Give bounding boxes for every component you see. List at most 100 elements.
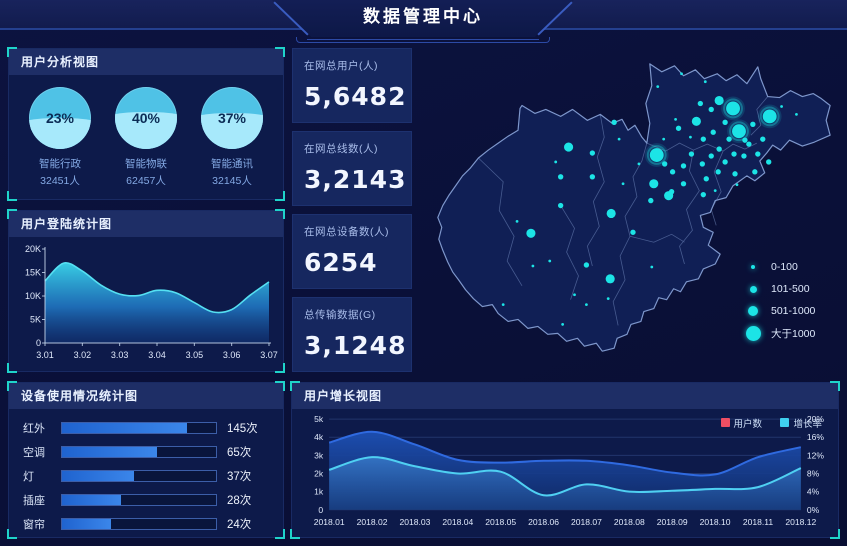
corner-bracket	[290, 529, 300, 539]
usage-bar[interactable]	[61, 494, 217, 506]
svg-text:0%: 0%	[807, 505, 820, 515]
svg-text:8%: 8%	[807, 469, 820, 479]
district-borders	[478, 96, 769, 326]
gauge-count: 32145人	[212, 175, 252, 187]
kpi-label: 在网总设备数(人)	[304, 226, 389, 238]
panel-title: 用户登陆统计图	[9, 211, 283, 237]
gauge-iot: 40% 智能物联 62457人	[106, 87, 186, 188]
gauge-row: 23% 智能行政 32451人 40% 智能物联 62457人 37% 智能通讯	[9, 75, 283, 188]
svg-text:4%: 4%	[807, 487, 820, 497]
svg-text:20K: 20K	[25, 244, 41, 254]
svg-text:12%: 12%	[807, 450, 825, 460]
svg-text:2018.02: 2018.02	[357, 517, 388, 527]
corner-bracket	[275, 363, 285, 373]
svg-text:3k: 3k	[314, 450, 324, 460]
legend-label: 大于1000	[771, 327, 816, 340]
corner-bracket	[275, 529, 285, 539]
kpi-total-users: 在网总用户(人) 5,6482	[292, 48, 412, 123]
liquid-gauge[interactable]: 40%	[115, 87, 177, 149]
legend-growth-rate[interactable]: 增长率	[780, 416, 822, 430]
corner-bracket	[7, 47, 17, 57]
svg-text:5k: 5k	[314, 414, 324, 424]
gauge-percent: 23%	[45, 110, 75, 126]
kpi-total-data: 总传输数据(G) 3,1248	[292, 297, 412, 372]
svg-text:2018.03: 2018.03	[399, 517, 430, 527]
usage-bar-fill	[62, 519, 112, 529]
device-label: 空调	[23, 447, 45, 459]
kpi-value: 6254	[304, 248, 378, 277]
usage-bar[interactable]	[61, 518, 217, 530]
legend-dot-icon	[744, 306, 762, 316]
svg-text:3.02: 3.02	[74, 350, 92, 360]
svg-text:2018.07: 2018.07	[571, 517, 602, 527]
usage-bar[interactable]	[61, 470, 217, 482]
gauge-count: 32451人	[40, 175, 80, 187]
map-legend-item[interactable]: 101-500	[744, 278, 815, 300]
legend-label: 101-500	[771, 283, 810, 295]
liquid-gauge[interactable]: 37%	[201, 87, 263, 149]
usage-bar-fill	[62, 447, 158, 457]
device-row-ac: 空调 65次	[23, 440, 269, 464]
map-legend-item[interactable]: 501-1000	[744, 300, 815, 322]
svg-text:3.05: 3.05	[186, 350, 204, 360]
panel-title: 用户增长视图	[292, 383, 838, 409]
growth-chart-legend: 用户数 增长率	[707, 414, 822, 432]
usage-bar-fill	[62, 423, 187, 433]
corner-bracket	[7, 363, 17, 373]
gauge-count: 62457人	[126, 175, 166, 187]
province-map[interactable]	[416, 44, 844, 376]
device-label: 灯	[23, 471, 34, 483]
svg-text:2018.04: 2018.04	[442, 517, 473, 527]
device-value: 37次	[227, 471, 252, 483]
device-usage-bars: 红外 145次 空调 65次 灯 37次 插座 28次 窗帘	[9, 409, 283, 536]
usage-bar[interactable]	[61, 422, 217, 434]
legend-users-label: 用户数	[733, 418, 763, 430]
gauge-label: 智能物联	[125, 158, 167, 170]
svg-text:3.04: 3.04	[148, 350, 166, 360]
kpi-label: 在网总用户(人)	[304, 60, 378, 72]
panel-user-growth: 用户增长视图 用户数 增长率 0 0% 1k 4% 2k 8% 3k 12% 4k 16% 5k 20…	[290, 381, 840, 539]
usage-bar-fill	[62, 495, 121, 505]
svg-text:3.03: 3.03	[111, 350, 129, 360]
device-row-infrared: 红外 145次	[23, 416, 269, 440]
gauge-percent: 37%	[217, 110, 247, 126]
map-legend-item[interactable]: 大于1000	[744, 322, 815, 344]
usage-bar-fill	[62, 471, 135, 481]
login-area-chart[interactable]: 0 5K 10K 15K 20K 3.01 3.02 3.03 3.04 3.05 3.06 3.07	[9, 237, 283, 369]
legend-dot-icon	[744, 325, 762, 341]
kpi-value: 3,1248	[304, 331, 407, 360]
corner-bracket	[290, 381, 300, 391]
svg-text:2018.10: 2018.10	[700, 517, 731, 527]
device-label: 窗帘	[23, 519, 45, 531]
svg-text:16%: 16%	[807, 432, 825, 442]
kpi-total-devices: 在网总设备数(人) 6254	[292, 214, 412, 289]
province-map-area: 0-100 101-500 501-1000 大于1000	[416, 44, 844, 376]
usage-bar[interactable]	[61, 446, 217, 458]
panel-title: 用户分析视图	[9, 49, 283, 75]
corner-bracket	[7, 529, 17, 539]
legend-users-swatch	[720, 418, 730, 427]
growth-area-chart[interactable]: 0 0% 1k 4% 2k 8% 3k 12% 4k 16% 5k 20% 2018.01 2018.02…	[292, 409, 838, 537]
map-legend: 0-100 101-500 501-1000 大于1000	[744, 256, 815, 344]
svg-text:5K: 5K	[30, 315, 41, 325]
corner-bracket	[7, 209, 17, 219]
svg-text:0: 0	[36, 338, 41, 348]
svg-text:4k: 4k	[314, 432, 324, 442]
gauge-admin: 23% 智能行政 32451人	[20, 87, 100, 188]
svg-text:2018.06: 2018.06	[528, 517, 559, 527]
liquid-gauge[interactable]: 23%	[29, 87, 91, 149]
kpi-label: 总传输数据(G)	[304, 309, 376, 321]
corner-bracket	[275, 209, 285, 219]
province-outline	[437, 63, 831, 352]
device-label: 插座	[23, 495, 45, 507]
map-legend-item[interactable]: 0-100	[744, 256, 815, 278]
corner-bracket	[830, 381, 840, 391]
legend-dot-icon	[744, 265, 762, 269]
svg-text:0: 0	[318, 505, 323, 515]
legend-users[interactable]: 用户数	[720, 416, 763, 430]
svg-text:2018.05: 2018.05	[485, 517, 516, 527]
kpi-label: 在网总线数(人)	[304, 143, 378, 155]
legend-growth-rate-label: 增长率	[793, 418, 822, 430]
kpi-column: 在网总用户(人) 5,6482 在网总线数(人) 3,2143 在网总设备数(人…	[292, 48, 412, 372]
legend-label: 0-100	[771, 261, 798, 273]
